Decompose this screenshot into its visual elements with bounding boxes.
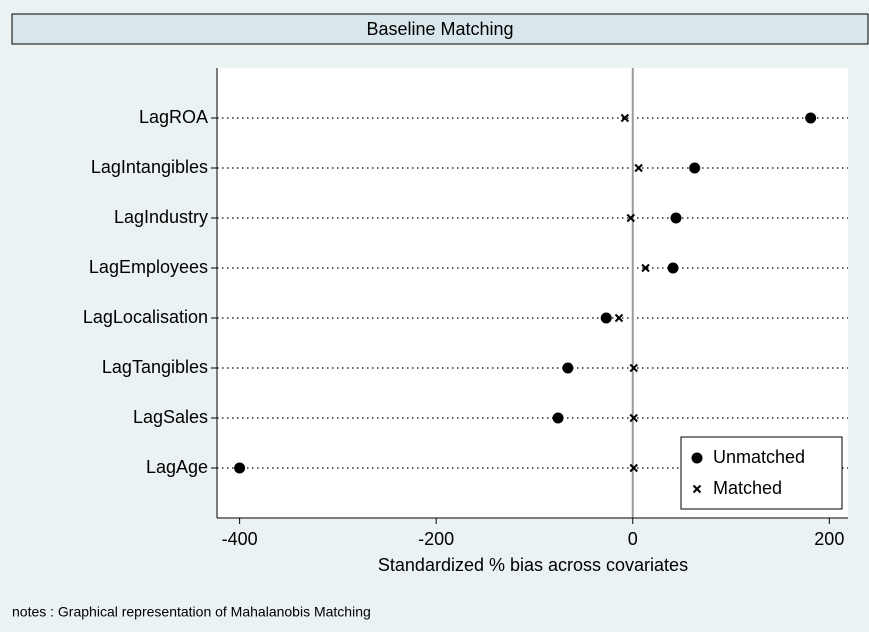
dot [552,412,564,424]
dot [667,262,679,274]
legend-box [680,436,843,510]
cross [634,163,643,173]
cross [620,113,630,123]
legend-marker [692,484,702,494]
y-tick-label: LagTangibles [102,357,208,377]
y-tick-label: LagROA [139,107,208,127]
legend-label: Matched [713,478,782,498]
chart-title: Baseline Matching [366,19,513,39]
dot [234,462,246,474]
x-tick-label: 0 [628,529,638,549]
cross [629,413,638,423]
legend-label: Unmatched [713,447,805,467]
y-tick-label: LagEmployees [89,257,208,277]
legend-marker [691,452,703,464]
cross [629,463,638,473]
dot [562,362,574,374]
y-tick-label: LagIndustry [114,207,208,227]
x-axis-label: Standardized % bias across covariates [378,555,688,575]
y-tick-label: LagAge [146,457,208,477]
y-tick-label: LagIntangibles [91,157,208,177]
title-box [11,13,869,45]
dot [805,112,817,124]
y-tick-label: LagSales [133,407,208,427]
cross [626,213,635,223]
y-tick-label: LagLocalisation [83,307,208,327]
notes: notes : Graphical representation of Maha… [12,604,371,620]
dot [670,212,682,224]
dot [689,162,701,174]
dot [600,312,612,324]
x-tick-label: -400 [222,529,258,549]
cross [629,363,638,373]
cross [641,263,650,273]
x-tick-label: -200 [418,529,454,549]
x-tick-label: 200 [814,529,844,549]
cross [614,313,624,323]
